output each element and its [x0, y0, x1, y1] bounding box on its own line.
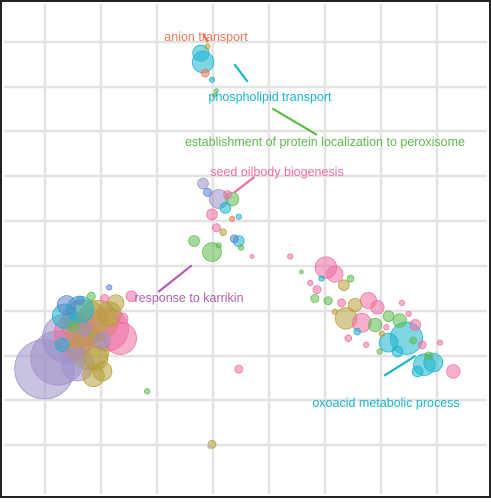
data-point-20: [86, 291, 96, 301]
annotation-label-5: oxoacid metabolic process: [312, 396, 459, 410]
data-point-59: [307, 279, 314, 287]
data-point-48: [188, 235, 200, 247]
annotation-leader-2: [271, 107, 318, 136]
data-point-97: [318, 275, 325, 282]
data-point-26: [93, 331, 111, 349]
data-point-39: [219, 202, 232, 214]
data-point-63: [338, 279, 350, 292]
data-point-18: [125, 290, 138, 303]
data-point-32: [208, 76, 216, 83]
data-point-22: [106, 284, 113, 291]
data-point-64: [346, 274, 355, 283]
data-point-86: [436, 339, 444, 346]
data-point-12: [92, 361, 113, 382]
data-point-35: [214, 88, 219, 94]
data-point-36: [197, 177, 209, 190]
data-point-42: [206, 208, 218, 221]
data-point-56: [207, 444, 213, 449]
data-point-68: [347, 297, 363, 313]
data-point-73: [367, 317, 383, 333]
data-point-54: [234, 364, 244, 374]
data-point-28: [144, 388, 151, 395]
data-point-66: [323, 296, 333, 306]
data-point-80: [417, 340, 427, 350]
annotation-leaders: [157, 32, 416, 377]
data-point-52: [237, 244, 245, 251]
data-point-91: [344, 334, 353, 343]
data-point-90: [331, 308, 338, 315]
data-points: [14, 43, 461, 449]
data-point-51: [229, 234, 239, 244]
data-point-46: [228, 215, 236, 222]
data-point-70: [370, 300, 385, 315]
annotation-label-2: establishment of protein localization to…: [185, 135, 465, 149]
data-point-37: [203, 187, 212, 197]
data-point-77: [378, 332, 399, 353]
data-point-89: [353, 327, 362, 336]
data-point-17: [107, 294, 125, 312]
data-point-60: [312, 285, 322, 295]
data-point-87: [409, 336, 417, 345]
data-point-27: [55, 337, 70, 353]
gridlines: [4, 4, 487, 494]
data-point-62: [326, 265, 344, 283]
data-point-88: [378, 330, 385, 337]
data-point-58: [298, 269, 304, 275]
data-point-45: [235, 213, 242, 220]
data-point-65: [310, 294, 320, 303]
data-point-75: [392, 313, 407, 328]
annotation-label-0: anion transport: [164, 30, 248, 44]
data-point-57: [287, 253, 294, 260]
data-point-21: [100, 294, 110, 303]
data-point-30: [192, 44, 210, 62]
data-point-14: [56, 295, 77, 315]
annotation-label-1: phospholipid transport: [209, 90, 333, 104]
data-point-23: [77, 322, 92, 337]
annotation-label-4: response to karrikin: [134, 291, 243, 305]
data-point-41: [223, 190, 233, 200]
annotation-leader-4: [157, 264, 193, 293]
data-point-25: [75, 296, 85, 306]
annotation-leader-3: [233, 176, 256, 194]
annotation-label-3: seed oilbody biogenesis: [210, 165, 343, 179]
data-point-96: [376, 348, 383, 355]
data-point-94: [405, 310, 412, 318]
data-point-24: [67, 321, 80, 333]
data-point-92: [363, 341, 370, 348]
data-point-31: [200, 68, 210, 78]
annotation-leader-0: [202, 32, 209, 43]
data-point-44: [219, 228, 227, 236]
data-point-95: [383, 324, 390, 331]
data-point-43: [211, 223, 221, 233]
data-point-49: [215, 242, 222, 249]
data-point-33: [204, 43, 211, 50]
data-point-84: [411, 365, 424, 378]
data-point-93: [398, 299, 406, 306]
data-point-79: [409, 319, 422, 331]
data-point-81: [424, 351, 434, 361]
data-point-85: [446, 364, 461, 379]
annotation-labels: anion transport phospholipid transport est…: [134, 30, 465, 410]
data-point-67: [337, 298, 347, 308]
data-point-74: [382, 310, 395, 322]
data-point-53: [249, 254, 255, 259]
annotation-leader-5: [383, 354, 416, 377]
data-point-78: [391, 345, 404, 358]
data-point-19: [116, 312, 129, 325]
annotation-leader-1: [233, 63, 249, 83]
data-point-34: [211, 92, 217, 98]
